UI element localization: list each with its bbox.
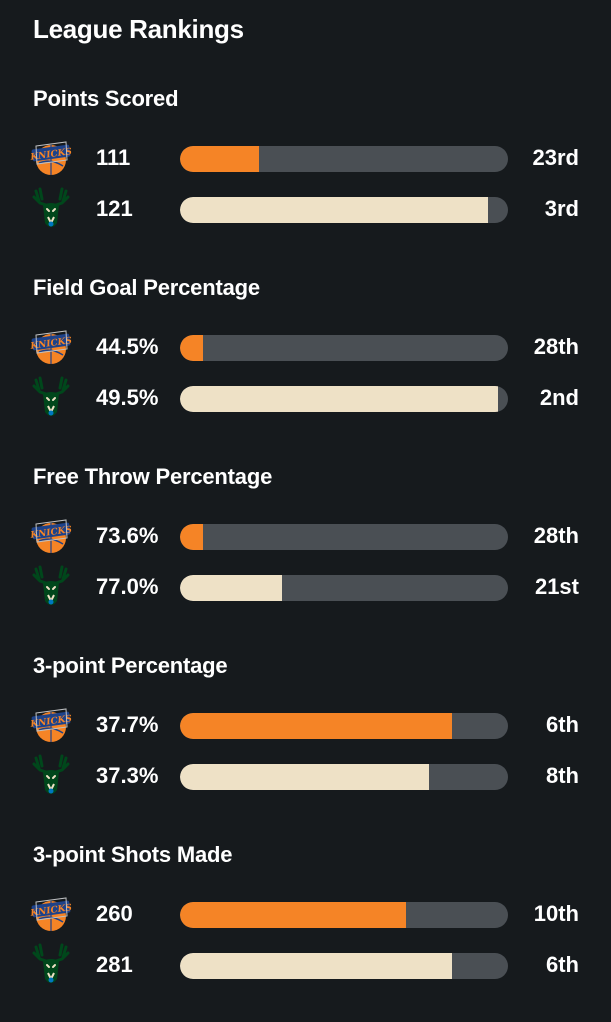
bucks-value: 121 (96, 196, 133, 221)
bucks-value: 281 (96, 952, 133, 977)
knicks-logo-icon: KNICKS (30, 514, 72, 558)
bucks-bar-track (180, 764, 508, 790)
knicks-rank: 28th (533, 334, 579, 359)
ranking-section-5: 3-point Shots Made KNICKS 260 10th (0, 842, 611, 1022)
knicks-rank: 23rd (532, 145, 579, 170)
knicks-row: KNICKS 73.6% 28th (0, 514, 611, 558)
bucks-bar-track (180, 386, 508, 412)
ranking-section-2: Field Goal Percentage KNICKS 44.5% 28th (0, 275, 611, 455)
knicks-row: KNICKS 111 23rd (0, 136, 611, 180)
section-title: Points Scored (33, 86, 179, 111)
knicks-rank: 6th (546, 712, 579, 737)
knicks-bar-fill (180, 524, 203, 550)
bucks-row: 37.3% 8th (0, 754, 611, 798)
bucks-rank: 21st (534, 574, 579, 599)
bucks-row: 77.0% 21st (0, 565, 611, 609)
knicks-bar-track (180, 713, 508, 739)
knicks-row: KNICKS 44.5% 28th (0, 325, 611, 369)
knicks-value: 111 (96, 145, 131, 170)
knicks-logo-icon: KNICKS (30, 325, 72, 369)
knicks-value: 73.6% (96, 523, 159, 548)
bucks-rank: 8th (546, 763, 579, 788)
bucks-bar-track (180, 953, 508, 979)
knicks-rank: 28th (533, 523, 579, 548)
bucks-rank: 6th (546, 952, 579, 977)
bucks-logo-icon (30, 943, 72, 987)
bucks-value: 49.5% (96, 385, 159, 410)
bucks-bar-track (180, 575, 508, 601)
knicks-value: 260 (96, 901, 133, 926)
section-title: Field Goal Percentage (33, 275, 260, 300)
knicks-bar-track (180, 902, 508, 928)
knicks-bar-track (180, 524, 508, 550)
bucks-rank: 2nd (539, 385, 579, 410)
knicks-bar-fill (180, 902, 407, 928)
bucks-bar-fill (180, 197, 489, 223)
knicks-value: 37.7% (96, 712, 159, 737)
knicks-row: KNICKS 37.7% 6th (0, 703, 611, 747)
bucks-row: 49.5% 2nd (0, 376, 611, 420)
knicks-value: 44.5% (96, 334, 159, 359)
ranking-section-3: Free Throw Percentage KNICKS 73.6% 28th (0, 464, 611, 644)
knicks-bar-track (180, 335, 508, 361)
knicks-bar-fill (180, 335, 203, 361)
bucks-bar-fill (180, 953, 453, 979)
bucks-row: 121 3rd (0, 187, 611, 231)
bucks-bar-fill (180, 386, 499, 412)
knicks-logo-icon: KNICKS (30, 892, 72, 936)
knicks-rank: 10th (533, 901, 579, 926)
section-title: Free Throw Percentage (33, 464, 273, 489)
bucks-row: 281 6th (0, 943, 611, 987)
bucks-logo-icon (30, 754, 72, 798)
bucks-logo-icon (30, 376, 72, 420)
bucks-logo-icon (30, 187, 72, 231)
knicks-logo-icon: KNICKS (30, 703, 72, 747)
bucks-bar-track (180, 197, 508, 223)
section-title: 3-point Percentage (33, 653, 228, 678)
bucks-value: 37.3% (96, 763, 159, 788)
bucks-bar-fill (180, 575, 282, 601)
bucks-logo-icon (30, 565, 72, 609)
section-title: 3-point Shots Made (33, 842, 233, 867)
knicks-row: KNICKS 260 10th (0, 892, 611, 936)
knicks-bar-fill (180, 713, 453, 739)
bucks-rank: 3rd (544, 196, 579, 221)
knicks-bar-track (180, 146, 508, 172)
bucks-value: 77.0% (96, 574, 159, 599)
ranking-section-4: 3-point Percentage KNICKS 37.7% 6th (0, 653, 611, 833)
ranking-section-1: Points Scored KNICKS 111 23rd (0, 86, 611, 266)
knicks-bar-fill (180, 146, 259, 172)
knicks-logo-icon: KNICKS (30, 136, 72, 180)
page-title: League Rankings (33, 14, 244, 44)
bucks-bar-fill (180, 764, 430, 790)
